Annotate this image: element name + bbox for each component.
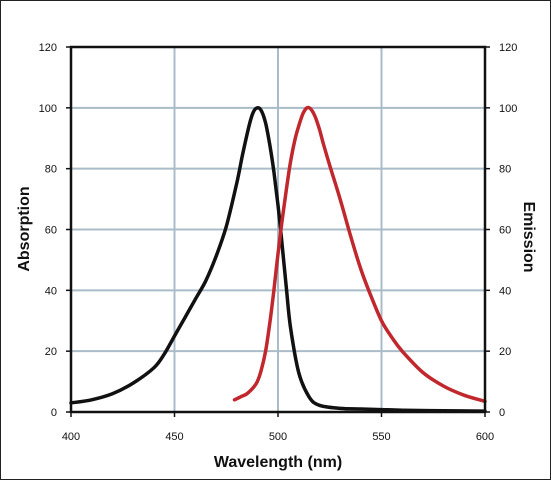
emission-curve [232,105,487,404]
y-axis-title-left: Absorption [16,186,33,271]
y-axis-title-right: Emission [520,201,537,272]
y-tick-label-right: 0 [499,407,505,419]
absorption-curve [69,106,487,413]
x-tick-label: 450 [165,431,183,443]
x-tick-label: 550 [372,431,390,443]
y-tick-label-right: 80 [499,164,511,176]
tick-labels: 400 450 500 550 600 0 0 20 20 40 40 60 60 80 80 100 100 1… [39,42,518,443]
x-axis-title: Wavelength (nm) [214,454,342,471]
y-tick-label-right: 100 [499,103,517,115]
x-tick-label: 500 [269,431,287,443]
x-tick-label: 400 [62,431,80,443]
y-tick-label-right: 40 [499,285,511,297]
grid [71,47,485,412]
y-tick-label-left: 40 [45,285,57,297]
y-tick-label-right: 120 [499,42,517,54]
y-tick-label-left: 0 [51,407,57,419]
y-tick-label-left: 100 [39,103,57,115]
y-tick-label-right: 20 [499,346,511,358]
y-tick-label-left: 80 [45,164,57,176]
y-tick-label-left: 20 [45,346,57,358]
y-tick-label-right: 60 [499,225,511,237]
y-tick-label-left: 120 [39,42,57,54]
series-group [69,105,487,413]
y-tick-label-left: 60 [45,225,57,237]
x-tick-label: 600 [476,431,494,443]
axes [66,45,490,417]
